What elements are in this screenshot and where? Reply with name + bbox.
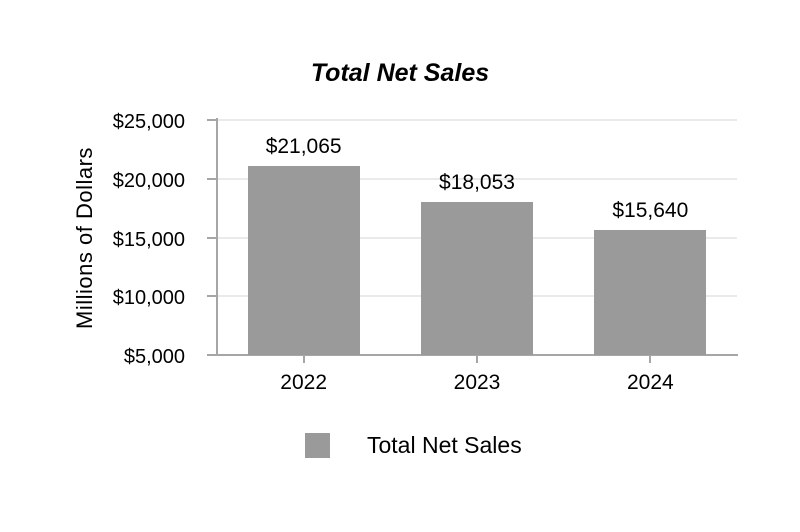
x-tick	[302, 356, 305, 363]
y-tick-label: $10,000	[112, 287, 185, 310]
y-tick	[207, 236, 217, 239]
legend-swatch	[305, 433, 330, 458]
bar-value-label: $18,053	[439, 170, 515, 194]
gridline	[218, 119, 737, 121]
x-tick	[476, 356, 478, 363]
chart-title: Total Net Sales	[310, 59, 490, 87]
legend-label: Total Net Sales	[367, 432, 522, 458]
x-tick-label: 2023	[453, 371, 501, 394]
y-tick	[207, 177, 217, 180]
y-tick	[207, 119, 217, 121]
x-tick	[649, 356, 652, 363]
x-tick-label: 2024	[626, 371, 674, 394]
bar-value-label: $15,640	[612, 198, 689, 222]
x-tick-label: 2022	[280, 371, 328, 394]
x-axis-line	[216, 354, 738, 356]
bar-2023	[421, 201, 533, 355]
y-tick	[207, 295, 217, 298]
y-tick-label: $15,000	[112, 228, 185, 251]
bar-2024	[594, 229, 707, 355]
bar-value-label: $21,065	[265, 135, 342, 159]
y-tick-label: $25,000	[112, 111, 185, 133]
y-axis-line	[216, 118, 218, 356]
gridline	[218, 177, 737, 180]
y-tick-label: $5,000	[123, 346, 185, 368]
y-tick	[207, 354, 217, 356]
bar-2022	[247, 166, 360, 355]
y-tick-label: $20,000	[112, 169, 185, 192]
